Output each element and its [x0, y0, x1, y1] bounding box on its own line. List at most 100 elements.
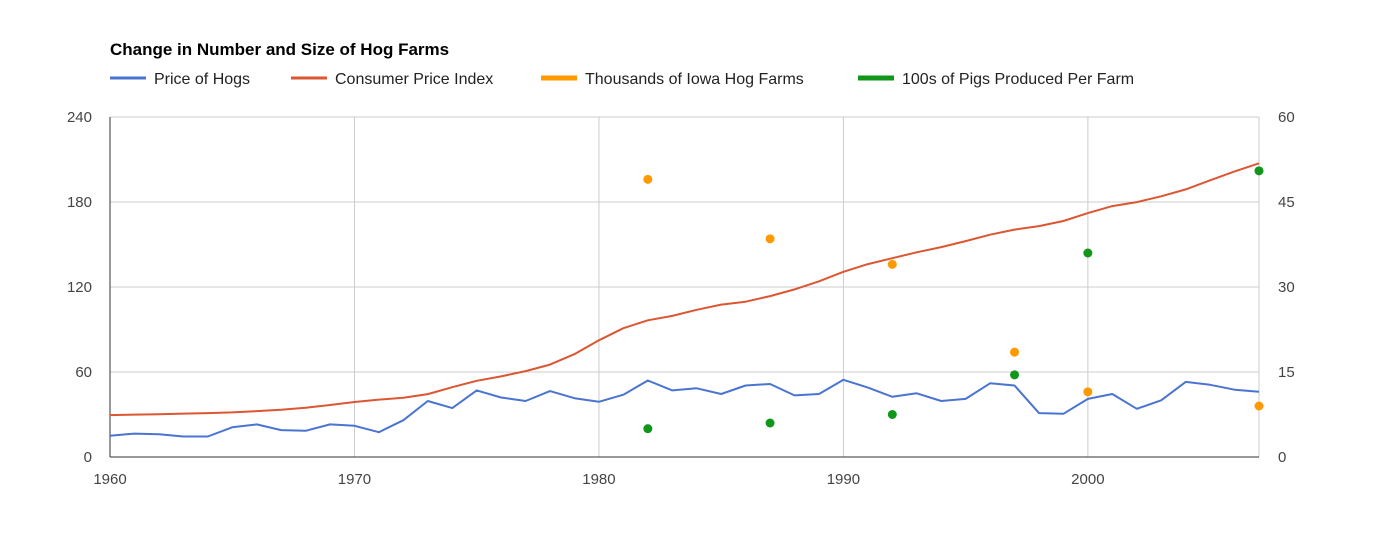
- legend-item-consumer-price-index[interactable]: Consumer Price Index: [291, 71, 493, 88]
- data-point-price-of-hogs[interactable]: [743, 383, 748, 388]
- data-point-consumer-price-index[interactable]: [450, 385, 455, 390]
- data-point-consumer-price-index[interactable]: [743, 299, 748, 304]
- legend-item-iowa-hog-farms[interactable]: Thousands of Iowa Hog Farms: [541, 71, 804, 88]
- data-point-consumer-price-index[interactable]: [1036, 224, 1041, 229]
- data-point-consumer-price-index[interactable]: [205, 411, 210, 416]
- data-point-100s-of-pigs-produced-per-farm[interactable]: [887, 410, 897, 419]
- series-line-consumer-price-index[interactable]: [109, 162, 1260, 417]
- data-point-price-of-hogs[interactable]: [376, 430, 381, 435]
- data-point-consumer-price-index[interactable]: [1232, 169, 1237, 174]
- data-point-consumer-price-index[interactable]: [1061, 218, 1066, 223]
- data-point-price-of-hogs[interactable]: [474, 388, 479, 393]
- data-point-100s-of-pigs-produced-per-farm[interactable]: [1083, 248, 1093, 258]
- data-point-consumer-price-index[interactable]: [596, 338, 601, 343]
- data-point-consumer-price-index[interactable]: [694, 307, 699, 312]
- data-point-consumer-price-index[interactable]: [1159, 194, 1164, 199]
- data-point-price-of-hogs[interactable]: [1159, 398, 1164, 403]
- data-point-consumer-price-index[interactable]: [939, 245, 944, 250]
- data-point-price-of-hogs[interactable]: [352, 423, 357, 428]
- data-point-price-of-hogs[interactable]: [865, 385, 870, 390]
- data-point-price-of-hogs[interactable]: [792, 393, 797, 398]
- data-point-thousands-of-iowa-hog-farms[interactable]: [643, 174, 653, 184]
- data-point-thousands-of-iowa-hog-farms[interactable]: [1254, 401, 1264, 411]
- data-point-consumer-price-index[interactable]: [181, 411, 186, 416]
- data-point-consumer-price-index[interactable]: [132, 412, 137, 417]
- data-point-consumer-price-index[interactable]: [988, 232, 993, 237]
- data-point-100s-of-pigs-produced-per-farm[interactable]: [1254, 166, 1264, 176]
- data-point-price-of-hogs[interactable]: [1012, 383, 1017, 388]
- data-point-consumer-price-index[interactable]: [914, 250, 919, 255]
- legend-item-price-of-hogs[interactable]: Price of Hogs: [110, 71, 250, 88]
- data-point-consumer-price-index[interactable]: [352, 400, 357, 405]
- data-point-price-of-hogs[interactable]: [572, 396, 577, 401]
- data-point-thousands-of-iowa-hog-farms[interactable]: [887, 259, 897, 269]
- data-point-consumer-price-index[interactable]: [1183, 187, 1188, 192]
- data-point-price-of-hogs[interactable]: [939, 399, 944, 404]
- data-point-price-of-hogs[interactable]: [645, 378, 650, 383]
- data-point-consumer-price-index[interactable]: [768, 294, 773, 299]
- data-point-thousands-of-iowa-hog-farms[interactable]: [1010, 347, 1020, 357]
- data-point-price-of-hogs[interactable]: [1208, 382, 1213, 387]
- data-point-price-of-hogs[interactable]: [401, 418, 406, 423]
- data-point-price-of-hogs[interactable]: [499, 395, 504, 400]
- data-point-consumer-price-index[interactable]: [645, 318, 650, 323]
- data-point-price-of-hogs[interactable]: [890, 394, 895, 399]
- data-point-price-of-hogs[interactable]: [205, 434, 210, 439]
- data-point-price-of-hogs[interactable]: [914, 391, 919, 396]
- data-point-price-of-hogs[interactable]: [1036, 411, 1041, 416]
- data-point-100s-of-pigs-produced-per-farm[interactable]: [765, 418, 775, 428]
- data-point-consumer-price-index[interactable]: [425, 392, 430, 397]
- data-point-price-of-hogs[interactable]: [156, 432, 161, 437]
- data-point-thousands-of-iowa-hog-farms[interactable]: [765, 234, 775, 244]
- data-point-consumer-price-index[interactable]: [328, 403, 333, 408]
- data-point-consumer-price-index[interactable]: [1208, 178, 1213, 183]
- data-point-price-of-hogs[interactable]: [963, 396, 968, 401]
- data-point-consumer-price-index[interactable]: [1085, 211, 1090, 216]
- data-point-consumer-price-index[interactable]: [865, 262, 870, 267]
- data-point-price-of-hogs[interactable]: [328, 422, 333, 427]
- data-point-price-of-hogs[interactable]: [523, 399, 528, 404]
- data-point-price-of-hogs[interactable]: [670, 388, 675, 393]
- data-point-price-of-hogs[interactable]: [279, 428, 284, 433]
- data-point-consumer-price-index[interactable]: [376, 397, 381, 402]
- data-point-price-of-hogs[interactable]: [1232, 387, 1237, 392]
- data-point-consumer-price-index[interactable]: [548, 362, 553, 367]
- data-point-price-of-hogs[interactable]: [621, 392, 626, 397]
- data-point-price-of-hogs[interactable]: [1110, 391, 1115, 396]
- data-point-consumer-price-index[interactable]: [108, 413, 113, 418]
- data-point-price-of-hogs[interactable]: [768, 382, 773, 387]
- data-point-consumer-price-index[interactable]: [230, 410, 235, 415]
- data-point-price-of-hogs[interactable]: [719, 391, 724, 396]
- data-point-price-of-hogs[interactable]: [450, 406, 455, 411]
- data-point-price-of-hogs[interactable]: [108, 433, 113, 438]
- data-point-price-of-hogs[interactable]: [816, 391, 821, 396]
- data-point-consumer-price-index[interactable]: [621, 326, 626, 331]
- data-point-price-of-hogs[interactable]: [181, 434, 186, 439]
- data-point-consumer-price-index[interactable]: [1110, 204, 1115, 209]
- data-point-price-of-hogs[interactable]: [1134, 406, 1139, 411]
- data-point-consumer-price-index[interactable]: [474, 378, 479, 383]
- data-point-price-of-hogs[interactable]: [841, 377, 846, 382]
- data-point-consumer-price-index[interactable]: [719, 302, 724, 307]
- data-point-price-of-hogs[interactable]: [230, 425, 235, 430]
- legend-item-pigs-per-farm[interactable]: 100s of Pigs Produced Per Farm: [858, 71, 1134, 88]
- data-point-price-of-hogs[interactable]: [1257, 389, 1262, 394]
- data-point-consumer-price-index[interactable]: [792, 287, 797, 292]
- data-point-price-of-hogs[interactable]: [988, 381, 993, 386]
- data-point-consumer-price-index[interactable]: [156, 412, 161, 417]
- data-point-price-of-hogs[interactable]: [132, 431, 137, 436]
- data-point-consumer-price-index[interactable]: [254, 409, 259, 414]
- data-point-price-of-hogs[interactable]: [694, 386, 699, 391]
- data-point-consumer-price-index[interactable]: [1257, 161, 1262, 166]
- data-point-price-of-hogs[interactable]: [303, 428, 308, 433]
- data-point-thousands-of-iowa-hog-farms[interactable]: [1083, 387, 1093, 397]
- data-point-100s-of-pigs-produced-per-farm[interactable]: [1010, 370, 1020, 380]
- data-point-consumer-price-index[interactable]: [499, 374, 504, 379]
- data-point-price-of-hogs[interactable]: [1061, 411, 1066, 416]
- data-point-consumer-price-index[interactable]: [279, 407, 284, 412]
- data-point-consumer-price-index[interactable]: [303, 405, 308, 410]
- data-point-consumer-price-index[interactable]: [963, 239, 968, 244]
- data-point-price-of-hogs[interactable]: [254, 422, 259, 427]
- data-point-consumer-price-index[interactable]: [1012, 227, 1017, 232]
- data-point-consumer-price-index[interactable]: [670, 313, 675, 318]
